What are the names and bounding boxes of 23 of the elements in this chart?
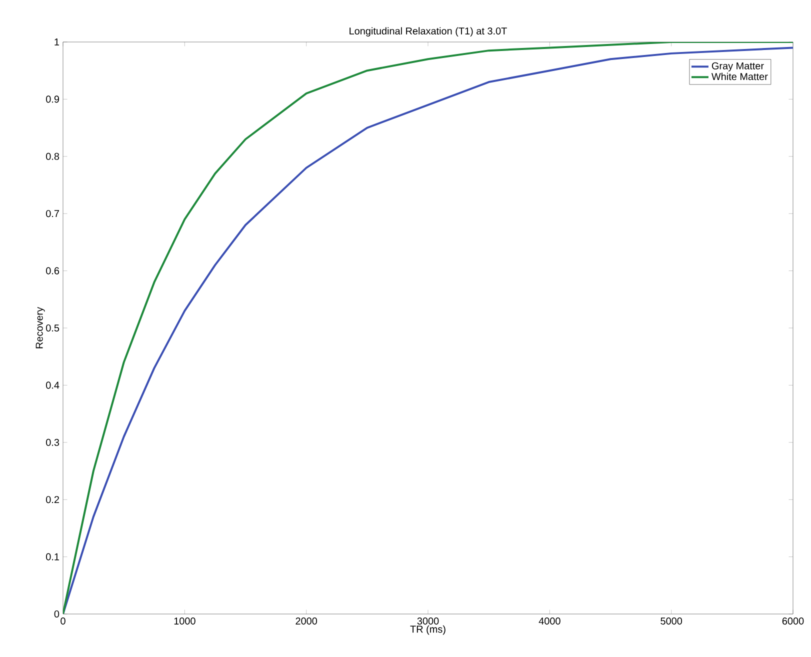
- x-tick-label: 1000: [174, 618, 196, 625]
- x-tick-label: 2000: [296, 618, 318, 625]
- y-tick-label: 0.3: [46, 438, 60, 446]
- y-axis-title: Recovery: [36, 306, 45, 348]
- legend-label: White Matter: [711, 72, 768, 80]
- x-tick-label: 4000: [538, 618, 560, 625]
- y-tick-label: 1: [54, 38, 59, 46]
- x-tick-label: 6000: [782, 618, 804, 625]
- y-tick-label: 0.8: [46, 152, 60, 160]
- chart-title: Longitudinal Relaxation (T1) at 3.0T: [350, 27, 507, 36]
- y-tick-label: 0.5: [46, 324, 60, 332]
- y-tick-label: 0.2: [46, 496, 59, 504]
- legend-label: Gray Matter: [712, 62, 764, 72]
- y-tick-label: 0.4: [46, 382, 60, 389]
- x-tick-label: 5000: [660, 618, 682, 625]
- x-tick-label: 3000: [417, 618, 439, 625]
- y-tick-label: 0.9: [46, 96, 60, 103]
- y-tick-label: 0: [54, 610, 60, 618]
- y-tick-label: 0.1: [46, 553, 59, 560]
- x-tick-label: 0: [60, 618, 66, 625]
- x-axis-title: TR (ms): [410, 625, 446, 635]
- y-tick-label: 0.6: [46, 267, 60, 274]
- y-tick-label: 0.7: [46, 210, 59, 218]
